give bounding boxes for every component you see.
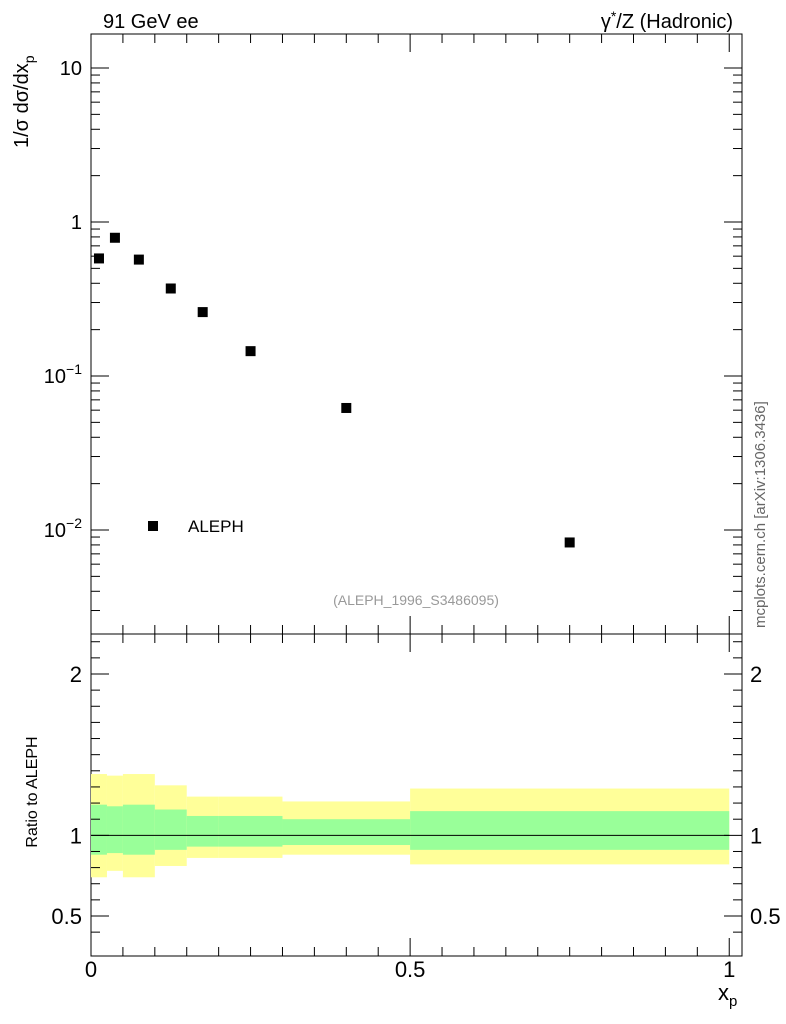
star-superscript: *	[611, 8, 617, 24]
inner-band-bin-3	[154, 809, 187, 850]
tick-exponent: −1	[66, 361, 82, 377]
header-right-label: γ*/Z (Hadronic)	[601, 8, 733, 33]
ratio-y-tick-label-left-2: 2	[70, 662, 82, 687]
header-left-label: 91 GeV ee	[103, 11, 199, 33]
aleph-point-3	[165, 283, 176, 294]
legend-marker	[148, 521, 158, 531]
x-axis-label-sub: p	[729, 993, 737, 1010]
main-y-axis-label-sub: p	[21, 55, 37, 63]
aleph-data-points	[93, 232, 575, 548]
ratio-inner-band	[91, 804, 730, 855]
right-label-text: /Z (Hadronic)	[616, 11, 733, 33]
main-y-axis-label-text: 1/σ dσ/dx	[11, 63, 33, 148]
ratio-y-tick-label-right-0: 0.5	[750, 904, 781, 929]
x-tick-label-2: 1	[723, 957, 735, 982]
tick-base: 10	[44, 366, 66, 388]
inner-band-bin-0	[91, 804, 107, 855]
aleph-point-2	[133, 254, 144, 265]
main-y-axis-label: 1/σ dσ/dxp	[11, 55, 37, 148]
main-y-tick-label-0: 10	[60, 58, 82, 80]
aleph-point-4	[197, 307, 208, 318]
analysis-id: (ALEPH_1996_S3486095)	[333, 592, 499, 608]
ratio-y-tick-label-left-0: 0.5	[51, 904, 82, 929]
x-axis-label: xp	[718, 980, 737, 1010]
ratio-tick-labels: 0.5 0.5 1 1 2 2 0 0.5 1	[51, 662, 780, 982]
inner-band-bin-6	[282, 819, 411, 846]
x-tick-label-0: 0	[85, 957, 97, 982]
main-y-tick-label-3: 10−2	[44, 515, 82, 542]
ratio-y-axis-label: Ratio to ALEPH	[24, 736, 41, 847]
inner-band-bin-5	[218, 815, 283, 847]
tick-base: 10	[44, 520, 66, 542]
side-watermark: mcplots.cern.ch [arXiv:1306.3436]	[752, 401, 769, 628]
main-y-tick-label-1: 1	[71, 212, 82, 234]
inner-band-bin-1	[106, 806, 123, 854]
ratio-y-tick-label-right-2: 2	[750, 662, 762, 687]
inner-band-bin-2	[122, 804, 155, 855]
aleph-point-0	[93, 253, 104, 264]
gamma-symbol: γ	[601, 11, 611, 33]
tick-exponent: −2	[66, 515, 82, 531]
main-y-tick-label-2: 10−1	[44, 361, 82, 388]
ratio-y-tick-label-left-1: 1	[70, 823, 82, 848]
legend-label: ALEPH	[188, 517, 244, 536]
main-axis-ticks	[90, 34, 742, 634]
aleph-point-7	[564, 537, 575, 548]
ratio-axis-ticks	[90, 634, 742, 956]
x-axis-label-text: x	[718, 980, 729, 1005]
ratio-y-tick-label-right-1: 1	[750, 823, 762, 848]
x-tick-label-1: 0.5	[395, 957, 426, 982]
inner-band-bin-4	[186, 815, 219, 847]
aleph-point-6	[341, 402, 352, 413]
aleph-point-1	[109, 232, 120, 243]
inner-band-bin-7	[410, 811, 730, 850]
main-plot-frame	[90, 33, 743, 635]
aleph-point-5	[245, 346, 256, 357]
